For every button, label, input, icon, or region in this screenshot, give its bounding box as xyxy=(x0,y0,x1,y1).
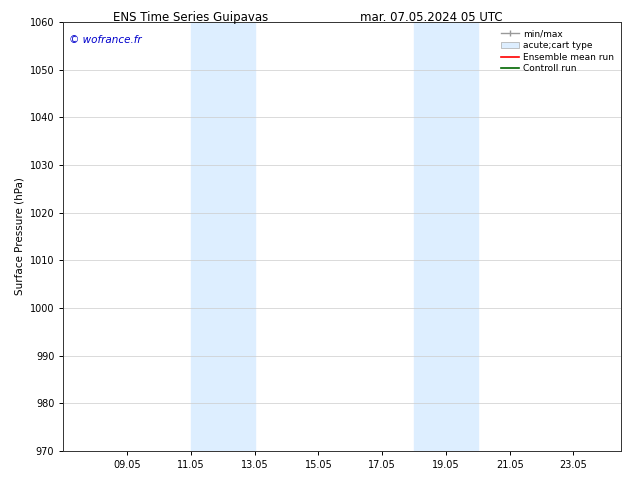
Text: © wofrance.fr: © wofrance.fr xyxy=(69,35,141,45)
Text: ENS Time Series Guipavas: ENS Time Series Guipavas xyxy=(113,11,268,24)
Bar xyxy=(414,22,478,451)
Text: mar. 07.05.2024 05 UTC: mar. 07.05.2024 05 UTC xyxy=(360,11,502,24)
Legend: min/max, acute;cart type, Ensemble mean run, Controll run: min/max, acute;cart type, Ensemble mean … xyxy=(499,26,617,76)
Y-axis label: Surface Pressure (hPa): Surface Pressure (hPa) xyxy=(14,177,24,295)
Bar xyxy=(191,22,255,451)
